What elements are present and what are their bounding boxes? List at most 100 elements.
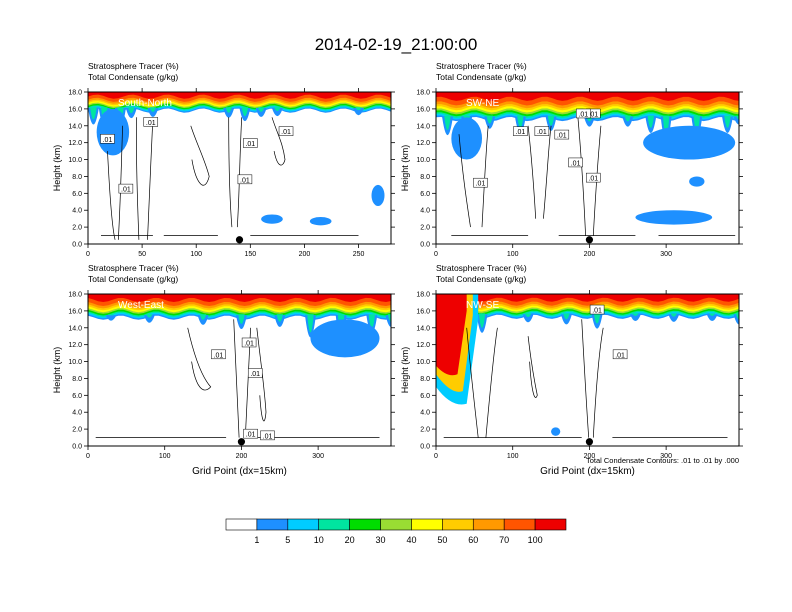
contour-label: .01 [241,337,257,347]
tracer-intrusion-core [478,313,486,328]
y-tick-label: 4.0 [72,208,82,215]
contour-label: .01 [278,126,294,136]
tracer-patch [261,214,283,224]
panel-title-line: Stratosphere Tracer (%) [436,61,527,71]
svg-text:.01: .01 [240,177,250,184]
tracer-intrusion [706,314,718,322]
svg-text:.01: .01 [588,111,598,118]
tracer-intrusion [522,314,534,323]
tracer-intrusion [622,116,634,127]
tracer-intrusion-core [517,115,524,128]
svg-text:.01: .01 [246,432,256,439]
svg-text:.01: .01 [121,187,131,194]
tracer-intrusion-core [225,107,232,113]
y-tick-label: 8.0 [72,376,82,383]
tracer-intrusion-core [146,314,153,318]
x-tick-label: 150 [244,251,256,258]
y-tick-label: 10.0 [68,359,82,366]
x-tick-label: 300 [312,453,324,460]
tracer-intrusion-core [276,314,284,322]
tracer-intrusion-core [307,314,314,333]
x-axis-label: Grid Point (dx=15km) [192,466,287,477]
x-tick-label: 0 [86,251,90,258]
y-axis-label: Height (km) [400,347,410,394]
colorbar-label: 50 [437,535,447,545]
tracer-intrusion-core [257,107,265,112]
tracer-intrusion-core [524,313,532,318]
plot-frame [87,91,392,245]
y-tick-label: 18.0 [68,292,82,299]
svg-text:.01: .01 [244,340,254,347]
tracer-intrusion-core [149,107,157,112]
y-tick-label: 2.0 [72,427,82,434]
plot-area: .01.01.01.01.01.01.01.01 [436,92,739,244]
colorbar-label: 40 [406,535,416,545]
panel-title-line: Total Condensate (g/kg) [436,72,526,82]
tracer-patch [689,176,705,187]
colorbar-swatch [411,518,443,531]
y-tick-label: 16.0 [68,106,82,113]
location-marker [235,236,244,244]
y-tick-label: 16.0 [416,308,430,315]
x-tick-label: 0 [434,453,438,460]
y-tick-label: 0.0 [420,444,430,451]
tracer-intrusion-core [199,314,207,320]
y-tick-label: 0.0 [72,444,82,451]
tracer-patch [371,184,385,206]
colorbar-label: 1 [254,535,259,545]
colorbar-label: 100 [528,535,543,545]
svg-text:.01: .01 [146,120,156,127]
y-tick-label: 18.0 [416,90,430,97]
contour-label: .01 [143,117,159,127]
y-tick-label: 6.0 [72,191,82,198]
contour-label: .01 [100,134,115,144]
y-tick-label: 6.0 [72,393,82,400]
y-tick-label: 10.0 [416,359,430,366]
y-tick-label: 14.0 [416,325,430,332]
location-marker [237,438,246,446]
y-tick-label: 4.0 [420,410,430,417]
svg-text:.01: .01 [571,160,581,167]
x-tick-label: 300 [660,453,672,460]
figure-title: 2014-02-19_21:00:00 [315,35,478,54]
x-tick-label: 200 [236,453,248,460]
x-tick-label: 200 [584,251,596,258]
y-tick-label: 6.0 [420,393,430,400]
panel-title-line: Total Condensate (g/kg) [436,274,526,284]
tracer-intrusion-core [624,115,632,122]
location-marker [585,438,594,446]
tracer-patch [551,427,561,436]
tracer-intrusion [223,108,235,118]
y-tick-label: 10.0 [68,157,82,164]
contour-label: .01 [243,138,258,148]
tracer-intrusion-core [632,313,639,316]
panel-label: NW-SE [466,300,499,311]
panel-sw-ne: .01.01.01.01.01.01.01.01SW-NEStratospher… [400,61,743,258]
colorbar-swatch [503,518,536,531]
colorbar-swatch [349,518,381,531]
tracer-intrusion-core [547,115,555,126]
colorbar-label: 70 [499,535,509,545]
contour-note: Total Condensate Contours: .01 to .01 by… [586,456,739,465]
contour-label: .01 [554,129,570,140]
condensate-contour [527,336,538,398]
y-tick-label: 12.0 [416,140,430,147]
tracer-intrusion [629,314,641,322]
tracer-intrusion-core [670,313,678,317]
plot-area: .01 .01 .01 .01 .01 .01 [88,92,391,244]
contour-label: .01 [118,183,134,194]
svg-text:.01: .01 [615,352,625,359]
tracer-intrusion [255,108,267,117]
x-tick-label: 250 [353,251,365,258]
svg-text:.01: .01 [578,111,588,118]
tracer-band [436,92,739,101]
tracer-intrusion [583,116,595,127]
condensate-contour [581,319,604,438]
tracer-band [88,294,391,302]
tracer-intrusion-core [90,107,97,120]
condensate-contour [458,125,489,228]
y-axis-label: Height (km) [52,347,62,394]
plot-area: .01 .01 [436,294,739,446]
panel-label: West-East [118,300,164,311]
